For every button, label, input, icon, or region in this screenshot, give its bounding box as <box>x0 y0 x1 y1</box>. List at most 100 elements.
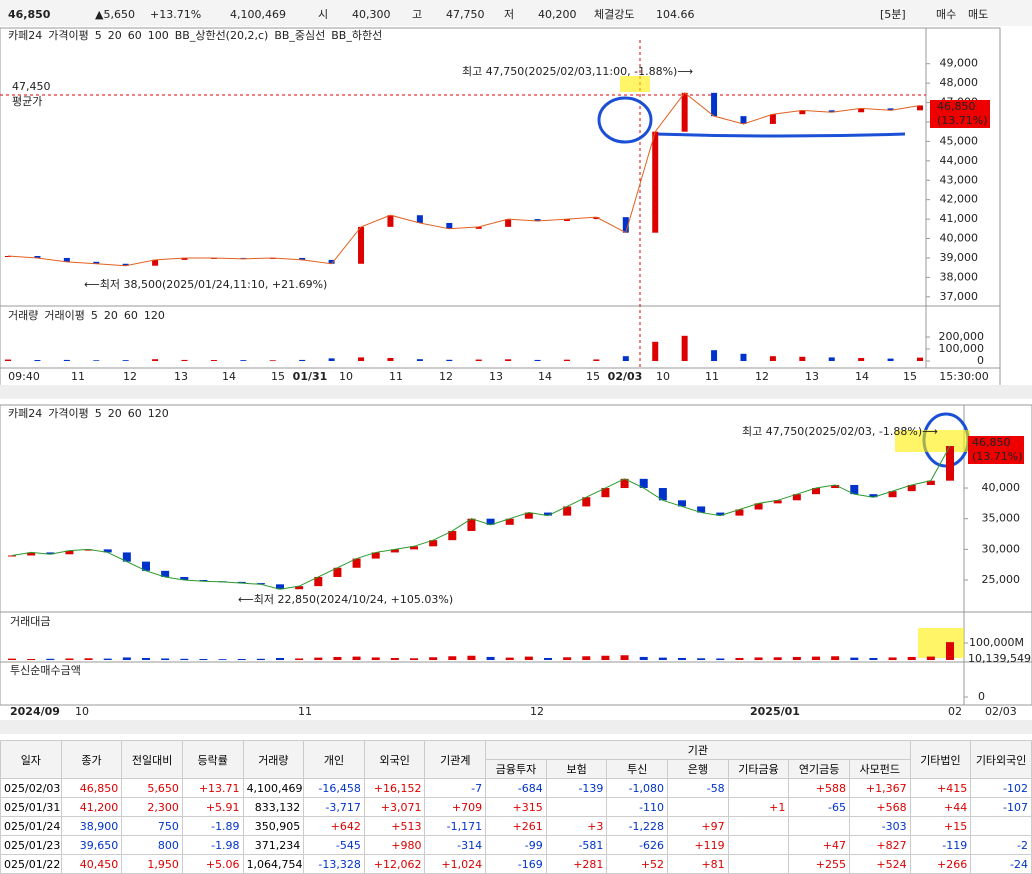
amount-bar <box>142 657 150 660</box>
legend-item: 60 <box>128 407 142 420</box>
volume-bar <box>34 360 41 361</box>
legend-item: BB_하한선 <box>331 28 382 42</box>
cell: -1.98 <box>181 835 244 855</box>
legend-item: 거래량 <box>8 309 38 322</box>
cell: +1 <box>727 797 790 817</box>
legend-item: 60 <box>128 29 142 42</box>
candle <box>711 92 718 117</box>
candle <box>534 219 541 222</box>
amount-bar <box>773 657 782 660</box>
topbar-change: ▲5,650 <box>95 8 135 21</box>
cell: 40,450 <box>60 854 123 874</box>
cell: +15 <box>909 816 972 836</box>
amount-bar <box>544 657 552 660</box>
volume-bar <box>93 360 100 361</box>
header-row: 금융투자 보험 투신 은행 기타금융 연기금등 사모펀드 <box>1 759 1032 779</box>
avg-value: 47,450 <box>12 80 51 93</box>
highlight <box>620 76 650 92</box>
cell: +588 <box>788 778 850 798</box>
y-tick-label: 200,000 <box>939 330 985 343</box>
amount-bar <box>199 658 208 660</box>
cell: +13.71 <box>181 778 244 798</box>
candle <box>926 480 935 485</box>
cell: +3,071 <box>363 797 426 817</box>
intraday-frame <box>0 27 1001 387</box>
amount-bar <box>639 656 648 660</box>
cell: +642 <box>303 816 365 836</box>
candle <box>467 518 476 531</box>
cell: +47 <box>788 835 850 855</box>
scrollbar[interactable] <box>0 385 1032 399</box>
cell: 2,300 <box>121 797 183 817</box>
candle <box>652 131 659 233</box>
volume-bar <box>299 359 306 361</box>
candle <box>593 217 600 220</box>
amount-bar <box>295 658 304 660</box>
y-tick-label: 42,000 <box>940 193 979 206</box>
topbar-open: 40,300 <box>352 8 391 21</box>
cell: -7 <box>424 778 487 798</box>
volume-bar <box>269 360 276 361</box>
panel-label: 거래대금 <box>10 615 50 628</box>
x-tick-label: 14 <box>222 370 236 383</box>
legend-item: 가격이평 <box>48 29 88 42</box>
cell: +261 <box>485 816 547 836</box>
candle <box>371 552 380 559</box>
amount-bar <box>218 659 227 660</box>
amount-bar <box>850 657 859 660</box>
cell: -107 <box>970 797 1032 817</box>
daily-frame <box>0 404 1032 706</box>
candle <box>869 494 878 498</box>
amount-bar <box>390 657 399 660</box>
y-tick-label: 48,000 <box>940 76 979 89</box>
cell: +827 <box>848 835 911 855</box>
cell: -99 <box>485 835 547 855</box>
x-tick-label: 01/31 <box>293 370 328 383</box>
y-tick-label: 0 <box>977 354 984 367</box>
candle <box>358 226 365 264</box>
scrollbar[interactable] <box>0 720 1032 734</box>
amount-bar <box>352 656 361 660</box>
cell: -1,080 <box>606 778 669 798</box>
candle <box>831 484 840 489</box>
candle <box>486 518 495 525</box>
candle <box>622 217 629 233</box>
topbar-interval: [5분] <box>880 8 906 21</box>
investor-table: 일자 종가 전일대비 등락률 거래량 개인 외국인 기관계 기관 기타법인 기타외국인 금융투자 보험 투… <box>0 740 1032 874</box>
cell <box>970 816 1032 836</box>
low-note: ⟵최저 38,500(2025/01/24,11:10, +21.69%) <box>84 278 327 291</box>
header-cell: 일자 <box>0 740 62 779</box>
candle <box>754 503 763 510</box>
candle <box>410 546 418 550</box>
candle <box>740 116 747 124</box>
amount-bar <box>237 658 246 660</box>
volume-bar <box>652 341 659 361</box>
cell: +266 <box>909 854 972 874</box>
amount-bar <box>314 657 323 660</box>
candle <box>122 263 129 266</box>
amount-bar <box>180 658 189 660</box>
candle <box>678 500 686 507</box>
y-tick-label: 45,000 <box>940 134 979 147</box>
candle <box>387 215 394 227</box>
cell: 1,950 <box>121 854 183 874</box>
volume-bar <box>858 358 865 361</box>
cell: 750 <box>121 816 183 836</box>
x-tick-label: 02 <box>948 705 962 718</box>
volume-bar <box>593 359 600 361</box>
candle <box>27 552 36 556</box>
data-row: 025/01/24 38,900 750 -1.89 350,905 +642 +513 -1… <box>0 816 1032 836</box>
price-box <box>968 436 1024 464</box>
y-tick-label: 25,000 <box>982 573 1021 586</box>
header-cell: 투신 <box>606 759 669 779</box>
candle <box>237 581 246 584</box>
topbar-high: 47,750 <box>446 8 485 21</box>
header-cell: 종가 <box>60 740 123 779</box>
amount-bar <box>505 657 514 660</box>
x-tick-label: 2024/09 <box>10 705 60 718</box>
cell: +524 <box>848 854 911 874</box>
y-tick-label: 41,000 <box>940 212 979 225</box>
cell: -16,458 <box>303 778 365 798</box>
cell: +5.06 <box>181 854 244 874</box>
